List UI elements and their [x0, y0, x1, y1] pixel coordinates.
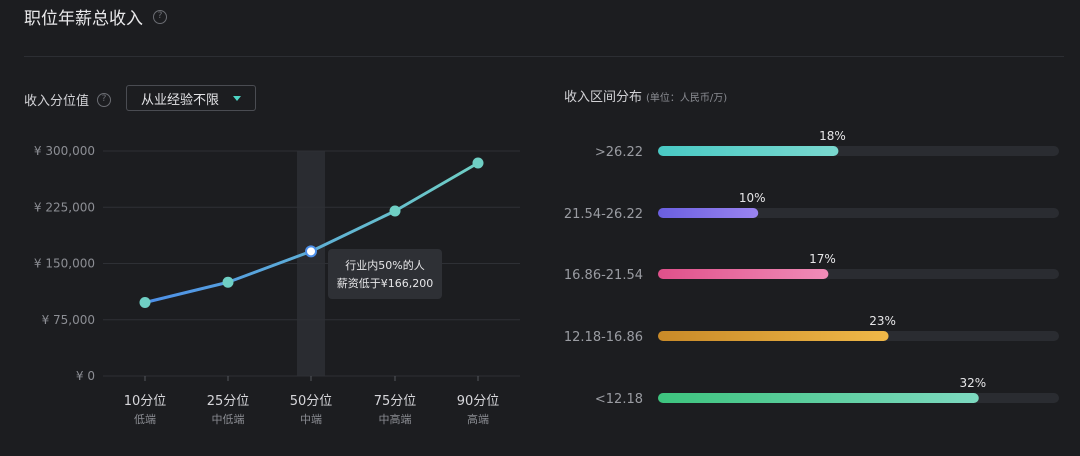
x-tick-sublabel: 中端 [300, 413, 322, 426]
data-point [139, 297, 151, 308]
data-point [472, 157, 484, 169]
bar-value-label: 10% [739, 191, 766, 205]
bar-track [658, 208, 1059, 218]
help-icon[interactable]: ? [97, 92, 112, 107]
bar [658, 208, 759, 218]
y-tick-label: ¥ 75,000 [42, 313, 95, 327]
y-tick-label: ¥ 300,000 [34, 144, 95, 158]
percentile-line-chart: ¥ 0 ¥ 75,000 ¥ 150,000 ¥ 225,000 ¥ 300,000 10… [34, 144, 520, 426]
tooltip-line2: 薪资低于¥166,200 [336, 277, 434, 290]
bar-category-label: 12.18-16.86 [564, 330, 643, 345]
data-point [222, 276, 234, 288]
tooltip-line1: 行业内50%的人 [345, 259, 425, 272]
experience-filter-dropdown[interactable]: 从业经验不限 [126, 85, 256, 111]
caret-down-icon [233, 96, 241, 101]
bar [658, 393, 979, 403]
percentile-label-text: 收入分位值 [24, 94, 90, 109]
y-tick-label: ¥ 0 [76, 369, 95, 383]
bar-category-label: 16.86-21.54 [564, 268, 643, 283]
x-tick-label: 10分位 [124, 394, 167, 409]
divider [24, 56, 1064, 57]
x-tick-label: 90分位 [457, 394, 500, 409]
percentile-label: 收入分位值 ? [24, 90, 112, 109]
bar [658, 146, 839, 156]
x-tick-sublabel: 中低端 [212, 413, 245, 426]
bar [658, 269, 829, 279]
bar-category-label: <12.18 [595, 392, 643, 407]
help-icon[interactable]: ? [153, 9, 167, 24]
data-point-highlight [305, 245, 317, 258]
x-tick-label: 25分位 [207, 394, 250, 409]
bar-category-label: 21.54-26.22 [564, 207, 643, 222]
x-tick-label: 75分位 [374, 394, 417, 409]
distribution-title: 收入区间分布 (单位：人民币/万) [564, 86, 727, 105]
x-tick-sublabel: 中高端 [379, 412, 412, 426]
experience-filter-value: 从业经验不限 [141, 92, 220, 108]
x-tick-label: 50分位 [290, 394, 333, 409]
x-tick-sublabel: 低端 [134, 413, 156, 426]
data-point [389, 205, 401, 217]
income-distribution-chart: >26.22 18% 21.54-26.22 10% 16.86-21.54 17% 12.… [564, 129, 1059, 407]
distribution-title-text: 收入区间分布 [564, 90, 643, 105]
page-title-text: 职位年薪总收入 [24, 9, 143, 29]
bar-value-label: 18% [819, 129, 846, 143]
bar-category-label: >26.22 [595, 145, 643, 160]
bar-value-label: 32% [959, 376, 986, 390]
y-tick-label: ¥ 150,000 [34, 257, 95, 271]
bar-value-label: 17% [809, 252, 836, 266]
x-tick-sublabel: 高端 [467, 412, 489, 426]
bar-value-label: 23% [869, 314, 896, 328]
y-tick-label: ¥ 225,000 [34, 200, 95, 214]
page-title: 职位年薪总收入 ? [24, 4, 167, 29]
bar [658, 331, 889, 341]
distribution-unit: (单位：人民币/万) [646, 93, 728, 104]
chart-tooltip: 行业内50%的人 薪资低于¥166,200 [328, 249, 442, 299]
